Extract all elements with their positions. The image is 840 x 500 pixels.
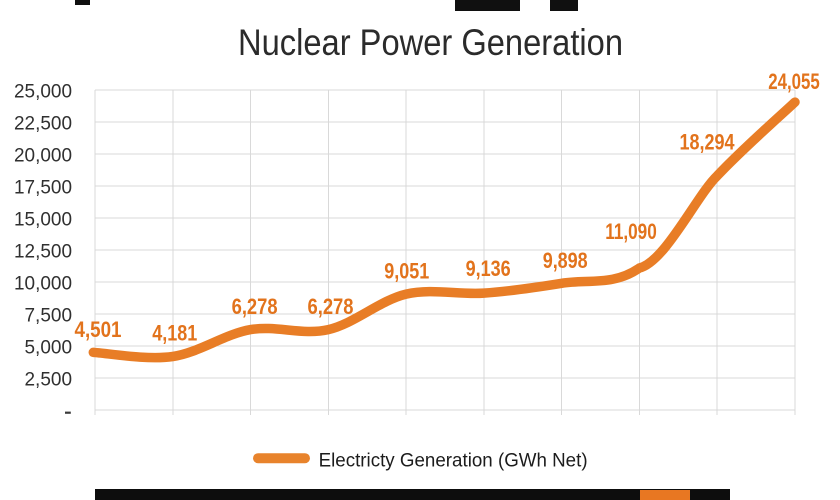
svg-text:20,000: 20,000	[14, 145, 72, 166]
svg-text:7,500: 7,500	[25, 305, 73, 326]
svg-text:6,278: 6,278	[232, 294, 278, 319]
svg-text:12,500: 12,500	[14, 241, 72, 262]
svg-text:4,181: 4,181	[152, 321, 197, 346]
svg-text:4,501: 4,501	[75, 317, 122, 342]
svg-text:22,500: 22,500	[14, 113, 72, 134]
svg-text:5,000: 5,000	[25, 337, 73, 358]
svg-text:15,000: 15,000	[14, 209, 72, 230]
svg-text:11,090: 11,090	[605, 219, 657, 244]
svg-text:10,000: 10,000	[14, 273, 72, 294]
svg-text:2,500: 2,500	[25, 369, 73, 390]
svg-text:Nuclear Power Generation: Nuclear Power Generation	[238, 21, 623, 63]
svg-text:9,051: 9,051	[384, 259, 429, 284]
svg-text:24,055: 24,055	[768, 69, 820, 94]
svg-text:18,294: 18,294	[680, 130, 735, 155]
svg-text:6,278: 6,278	[308, 294, 354, 319]
svg-text:9,898: 9,898	[543, 248, 588, 273]
svg-text:17,500: 17,500	[14, 177, 72, 198]
svg-text:9,136: 9,136	[466, 256, 511, 281]
svg-text:Electricty Generation (GWh Net: Electricty Generation (GWh Net)	[319, 449, 588, 471]
svg-text:25,000: 25,000	[14, 81, 72, 102]
